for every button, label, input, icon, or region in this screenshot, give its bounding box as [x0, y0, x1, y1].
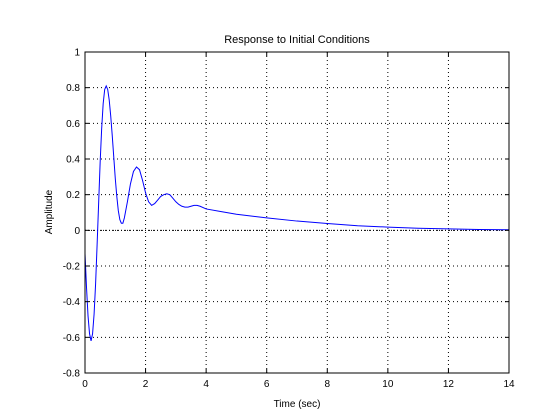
- x-tick-label: 8: [325, 379, 331, 390]
- x-tick-label: 14: [503, 379, 515, 390]
- x-tick-label: 0: [82, 379, 88, 390]
- series-line: [84, 84, 510, 342]
- plot-frame: [84, 51, 510, 374]
- x-tick-label: 2: [143, 379, 149, 390]
- y-tick-label: 0.8: [66, 83, 80, 94]
- y-tick-label: 0: [74, 226, 80, 237]
- x-tick-label: 10: [382, 379, 394, 390]
- tick-layer: 0 2 4 6 8 10 12 14 -0.8 -0.6 -0.4 -0.2 0 0.2 0.4 0.6 0.8…: [63, 48, 515, 391]
- y-tick-label: 0.4: [66, 155, 80, 166]
- y-axis-label: Amplitude: [44, 189, 55, 234]
- x-tick-label: 4: [203, 379, 209, 390]
- x-axis-label: Time (sec): [274, 399, 321, 410]
- x-tick-label: 6: [264, 379, 270, 390]
- grid-layer: [85, 52, 509, 373]
- y-tick-label: 0.6: [66, 119, 80, 130]
- plot-area: [85, 52, 509, 373]
- y-tick-label: -0.4: [63, 297, 81, 308]
- y-tick-label: -0.8: [63, 369, 81, 380]
- chart-title: Response to Initial Conditions: [224, 34, 370, 46]
- y-tick-label: 1: [74, 48, 80, 59]
- y-tick-label: -0.2: [63, 262, 81, 273]
- y-tick-label: -0.6: [63, 333, 81, 344]
- y-tick-label: 0.2: [66, 190, 80, 201]
- x-tick-label: 12: [443, 379, 455, 390]
